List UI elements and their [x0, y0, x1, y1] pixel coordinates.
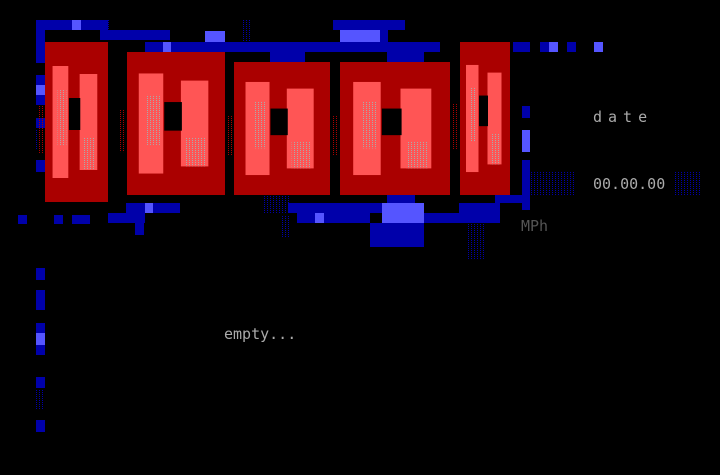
ansi-block	[36, 95, 45, 105]
ansi-block	[36, 160, 45, 172]
ansi-block	[495, 195, 530, 203]
date-label: date	[593, 108, 654, 126]
ansi-block	[567, 42, 576, 52]
ansi-block	[36, 85, 45, 95]
ansi-block	[54, 215, 63, 224]
ansi-block	[490, 133, 500, 165]
speed-unit-label: MPh	[521, 217, 549, 235]
ansi-block	[594, 42, 603, 52]
ansi-block	[36, 290, 45, 310]
ansi-block	[72, 215, 90, 224]
ansi-block	[370, 223, 424, 247]
ansi-block	[72, 20, 81, 30]
ansi-block	[36, 390, 45, 410]
ansi-block	[270, 108, 288, 136]
ansi-block	[36, 75, 45, 85]
ansi-block	[36, 20, 45, 63]
ansi-block	[18, 215, 27, 224]
ansi-block	[82, 138, 96, 170]
ansi-block	[297, 213, 370, 223]
ansi-block	[57, 90, 67, 146]
date-value: 00.00.00	[593, 175, 666, 193]
ansi-block	[37, 106, 43, 154]
ansi-block	[253, 101, 267, 149]
ansi-block	[522, 106, 530, 118]
ansi-block	[522, 130, 530, 152]
ansi-block	[146, 94, 161, 145]
ansi-block	[333, 20, 405, 30]
ansi-block	[145, 203, 153, 213]
ansi-block	[108, 213, 145, 223]
ansi-block	[540, 42, 549, 52]
ansi-block	[387, 195, 415, 203]
ansi-block	[291, 141, 311, 169]
ansi-block	[300, 42, 440, 52]
ansi-block	[380, 30, 388, 42]
ansi-block	[145, 42, 245, 52]
ansi-block	[468, 210, 486, 260]
ansi-block	[164, 102, 182, 131]
ansi-block	[340, 30, 380, 42]
ansi-block	[185, 137, 206, 167]
ansi-block	[205, 31, 225, 42]
ansi-block	[280, 215, 289, 237]
ansi-block	[36, 268, 45, 280]
ansi-block	[270, 52, 305, 62]
ansi-block	[675, 172, 702, 195]
ansi-block	[262, 195, 290, 213]
ansi-block	[340, 203, 420, 213]
ansi-block	[36, 345, 45, 355]
ansi-block	[387, 52, 424, 62]
ansi-block	[163, 42, 171, 52]
ansi-block	[362, 101, 378, 149]
ansi-block	[479, 95, 488, 127]
ansi-block	[424, 213, 500, 223]
ansi-block	[549, 42, 558, 52]
ansi-block	[332, 115, 338, 156]
ansi-block	[36, 420, 45, 432]
ansi-block	[235, 42, 300, 52]
ansi-block	[36, 323, 45, 333]
ansi-block	[36, 377, 45, 388]
status-text: empty...	[224, 325, 297, 343]
ansi-block	[226, 115, 232, 156]
ansi-block	[36, 333, 45, 345]
ansi-block	[470, 87, 477, 142]
ansi-block	[513, 42, 530, 52]
ansi-block	[530, 172, 576, 195]
ansi-block	[288, 203, 340, 213]
ansi-block	[406, 141, 428, 169]
ansi-block	[135, 223, 144, 235]
ansi-block	[100, 20, 109, 40]
ansi-block	[68, 98, 81, 130]
ansi-block	[459, 203, 500, 213]
ansi-block	[381, 108, 402, 136]
ansi-block	[452, 103, 458, 150]
ansi-block	[119, 109, 125, 153]
ansi-block	[315, 213, 324, 223]
ansi-block	[522, 160, 530, 210]
ansi-block	[243, 20, 252, 42]
ansi-block	[100, 30, 170, 40]
